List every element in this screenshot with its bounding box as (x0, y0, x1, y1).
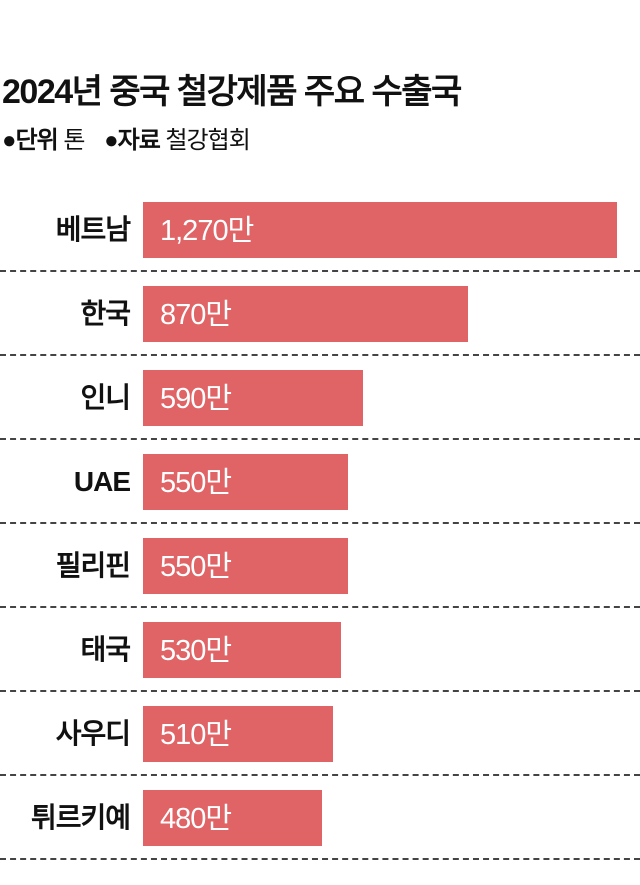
unit-label: 단위 (15, 127, 59, 154)
chart-title: 2024년 중국 철강제품 주요 수출국 (2, 73, 462, 111)
category-label: 태국 (80, 634, 131, 665)
row-divider (0, 438, 640, 440)
data-label: 510만 (160, 719, 232, 751)
category-label: 인니 (80, 382, 131, 413)
bar-row: 필리핀 550만 (0, 524, 640, 608)
data-label: 590만 (160, 383, 232, 415)
bullet-icon: ● (2, 127, 16, 154)
category-label: 사우디 (55, 718, 131, 749)
bar (143, 790, 323, 846)
bar (143, 202, 617, 258)
bar (143, 538, 349, 594)
bullet-icon: ● (104, 127, 118, 154)
category-label: 필리핀 (55, 550, 131, 581)
bar-row: 한국 870만 (0, 272, 640, 356)
chart-subtitle: ●단위 톤 ●자료 철강협회 (2, 120, 251, 155)
source-label: 자료 (117, 127, 161, 154)
row-divider (0, 522, 640, 524)
row-divider (0, 354, 640, 356)
bar-row: 태국 530만 (0, 608, 640, 692)
bar (143, 286, 468, 342)
data-label: 530만 (160, 635, 232, 667)
bar-row: UAE 550만 (0, 440, 640, 524)
bar (143, 370, 364, 426)
category-label: UAE (73, 466, 131, 497)
source-value: 철강협회 (165, 127, 250, 154)
data-label: 550만 (160, 467, 232, 499)
bar-row: 튀르키예 480만 (0, 776, 640, 860)
category-label: 한국 (80, 298, 131, 329)
data-label: 480만 (160, 803, 232, 835)
unit-value: 톤 (63, 127, 85, 154)
category-label: 튀르키예 (30, 802, 131, 833)
bar-row: 사우디 510만 (0, 692, 640, 776)
bar (143, 454, 349, 510)
row-divider (0, 606, 640, 608)
row-divider (0, 690, 640, 692)
bar (143, 706, 334, 762)
data-label: 1,270만 (160, 215, 254, 247)
bar-row: 베트남 1,270만 (0, 188, 640, 272)
row-divider (0, 774, 640, 776)
row-divider (0, 270, 640, 272)
row-divider (0, 858, 640, 860)
data-label: 870만 (160, 299, 232, 331)
bar (143, 622, 341, 678)
category-label: 베트남 (55, 214, 131, 245)
data-label: 550만 (160, 551, 232, 583)
bar-row: 인니 590만 (0, 356, 640, 440)
